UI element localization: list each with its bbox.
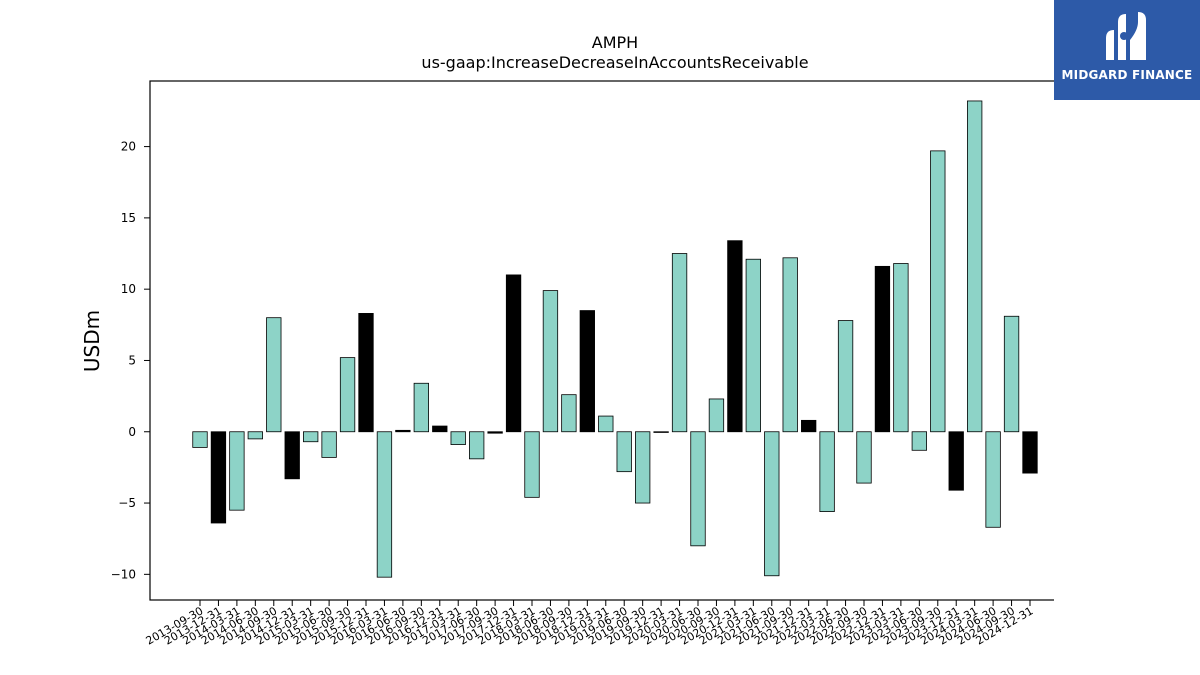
bar bbox=[579, 310, 595, 433]
bar bbox=[247, 431, 263, 440]
logo-text: MIDGARD FINANCE bbox=[1061, 68, 1193, 82]
bar bbox=[653, 431, 669, 433]
bar bbox=[210, 431, 227, 524]
bar bbox=[985, 431, 1001, 528]
bar bbox=[229, 431, 245, 511]
bar bbox=[745, 258, 761, 433]
bar bbox=[874, 265, 891, 433]
bar bbox=[598, 415, 614, 433]
y-tick-label: 20 bbox=[121, 140, 136, 154]
bar bbox=[893, 263, 909, 433]
bar bbox=[358, 313, 374, 433]
bar bbox=[303, 431, 319, 443]
bar bbox=[856, 431, 872, 484]
bar bbox=[967, 100, 983, 433]
bar bbox=[395, 429, 411, 433]
y-tick-label: 10 bbox=[121, 282, 136, 296]
bar bbox=[266, 317, 282, 433]
bar bbox=[819, 431, 835, 512]
bar bbox=[432, 425, 448, 433]
x-ticks-group: 2013-09-302013-12-312014-03-312014-06-30… bbox=[144, 600, 1036, 648]
bar bbox=[911, 431, 927, 451]
bar bbox=[284, 431, 300, 480]
bar bbox=[1003, 315, 1020, 433]
bar bbox=[782, 257, 798, 433]
y-axis-label: USDm bbox=[80, 310, 104, 372]
bar bbox=[321, 431, 337, 458]
bars-group bbox=[192, 100, 1038, 578]
bar bbox=[450, 431, 466, 445]
bar bbox=[192, 431, 208, 448]
bar bbox=[708, 398, 725, 433]
bar bbox=[376, 431, 393, 578]
bar bbox=[727, 240, 743, 433]
midgard-logo-icon bbox=[1106, 12, 1146, 60]
plot-frame bbox=[149, 80, 1054, 601]
bar bbox=[1022, 431, 1038, 474]
bar bbox=[671, 253, 688, 433]
y-tick-label: 0 bbox=[128, 425, 136, 439]
y-tick-label: −10 bbox=[111, 567, 136, 581]
bar bbox=[690, 431, 706, 547]
y-tick-label: 15 bbox=[121, 211, 136, 225]
bar bbox=[505, 274, 522, 433]
bar bbox=[764, 431, 780, 577]
chart: AMPH us-gaap:IncreaseDecreaseInAccountsR… bbox=[80, 33, 1054, 648]
bar bbox=[542, 290, 559, 433]
bar bbox=[487, 431, 503, 434]
bar bbox=[524, 431, 540, 498]
bar bbox=[635, 431, 651, 504]
chart-subtitle: us-gaap:IncreaseDecreaseInAccountsReceiv… bbox=[421, 53, 808, 72]
bar bbox=[413, 382, 429, 433]
bar bbox=[837, 320, 854, 433]
y-tick-label: −5 bbox=[118, 496, 136, 510]
bar bbox=[469, 431, 485, 460]
bar bbox=[930, 150, 946, 433]
midgard-finance-logo: MIDGARD FINANCE bbox=[1054, 0, 1200, 100]
bar bbox=[801, 419, 817, 433]
bar bbox=[339, 357, 356, 433]
bar bbox=[561, 394, 577, 433]
y-tick-label: 5 bbox=[128, 353, 136, 367]
chart-title: AMPH bbox=[592, 33, 638, 52]
y-ticks-group: −10 −5 0 5 10 15 20 bbox=[111, 140, 150, 581]
bar bbox=[948, 431, 964, 491]
bar bbox=[616, 431, 632, 473]
